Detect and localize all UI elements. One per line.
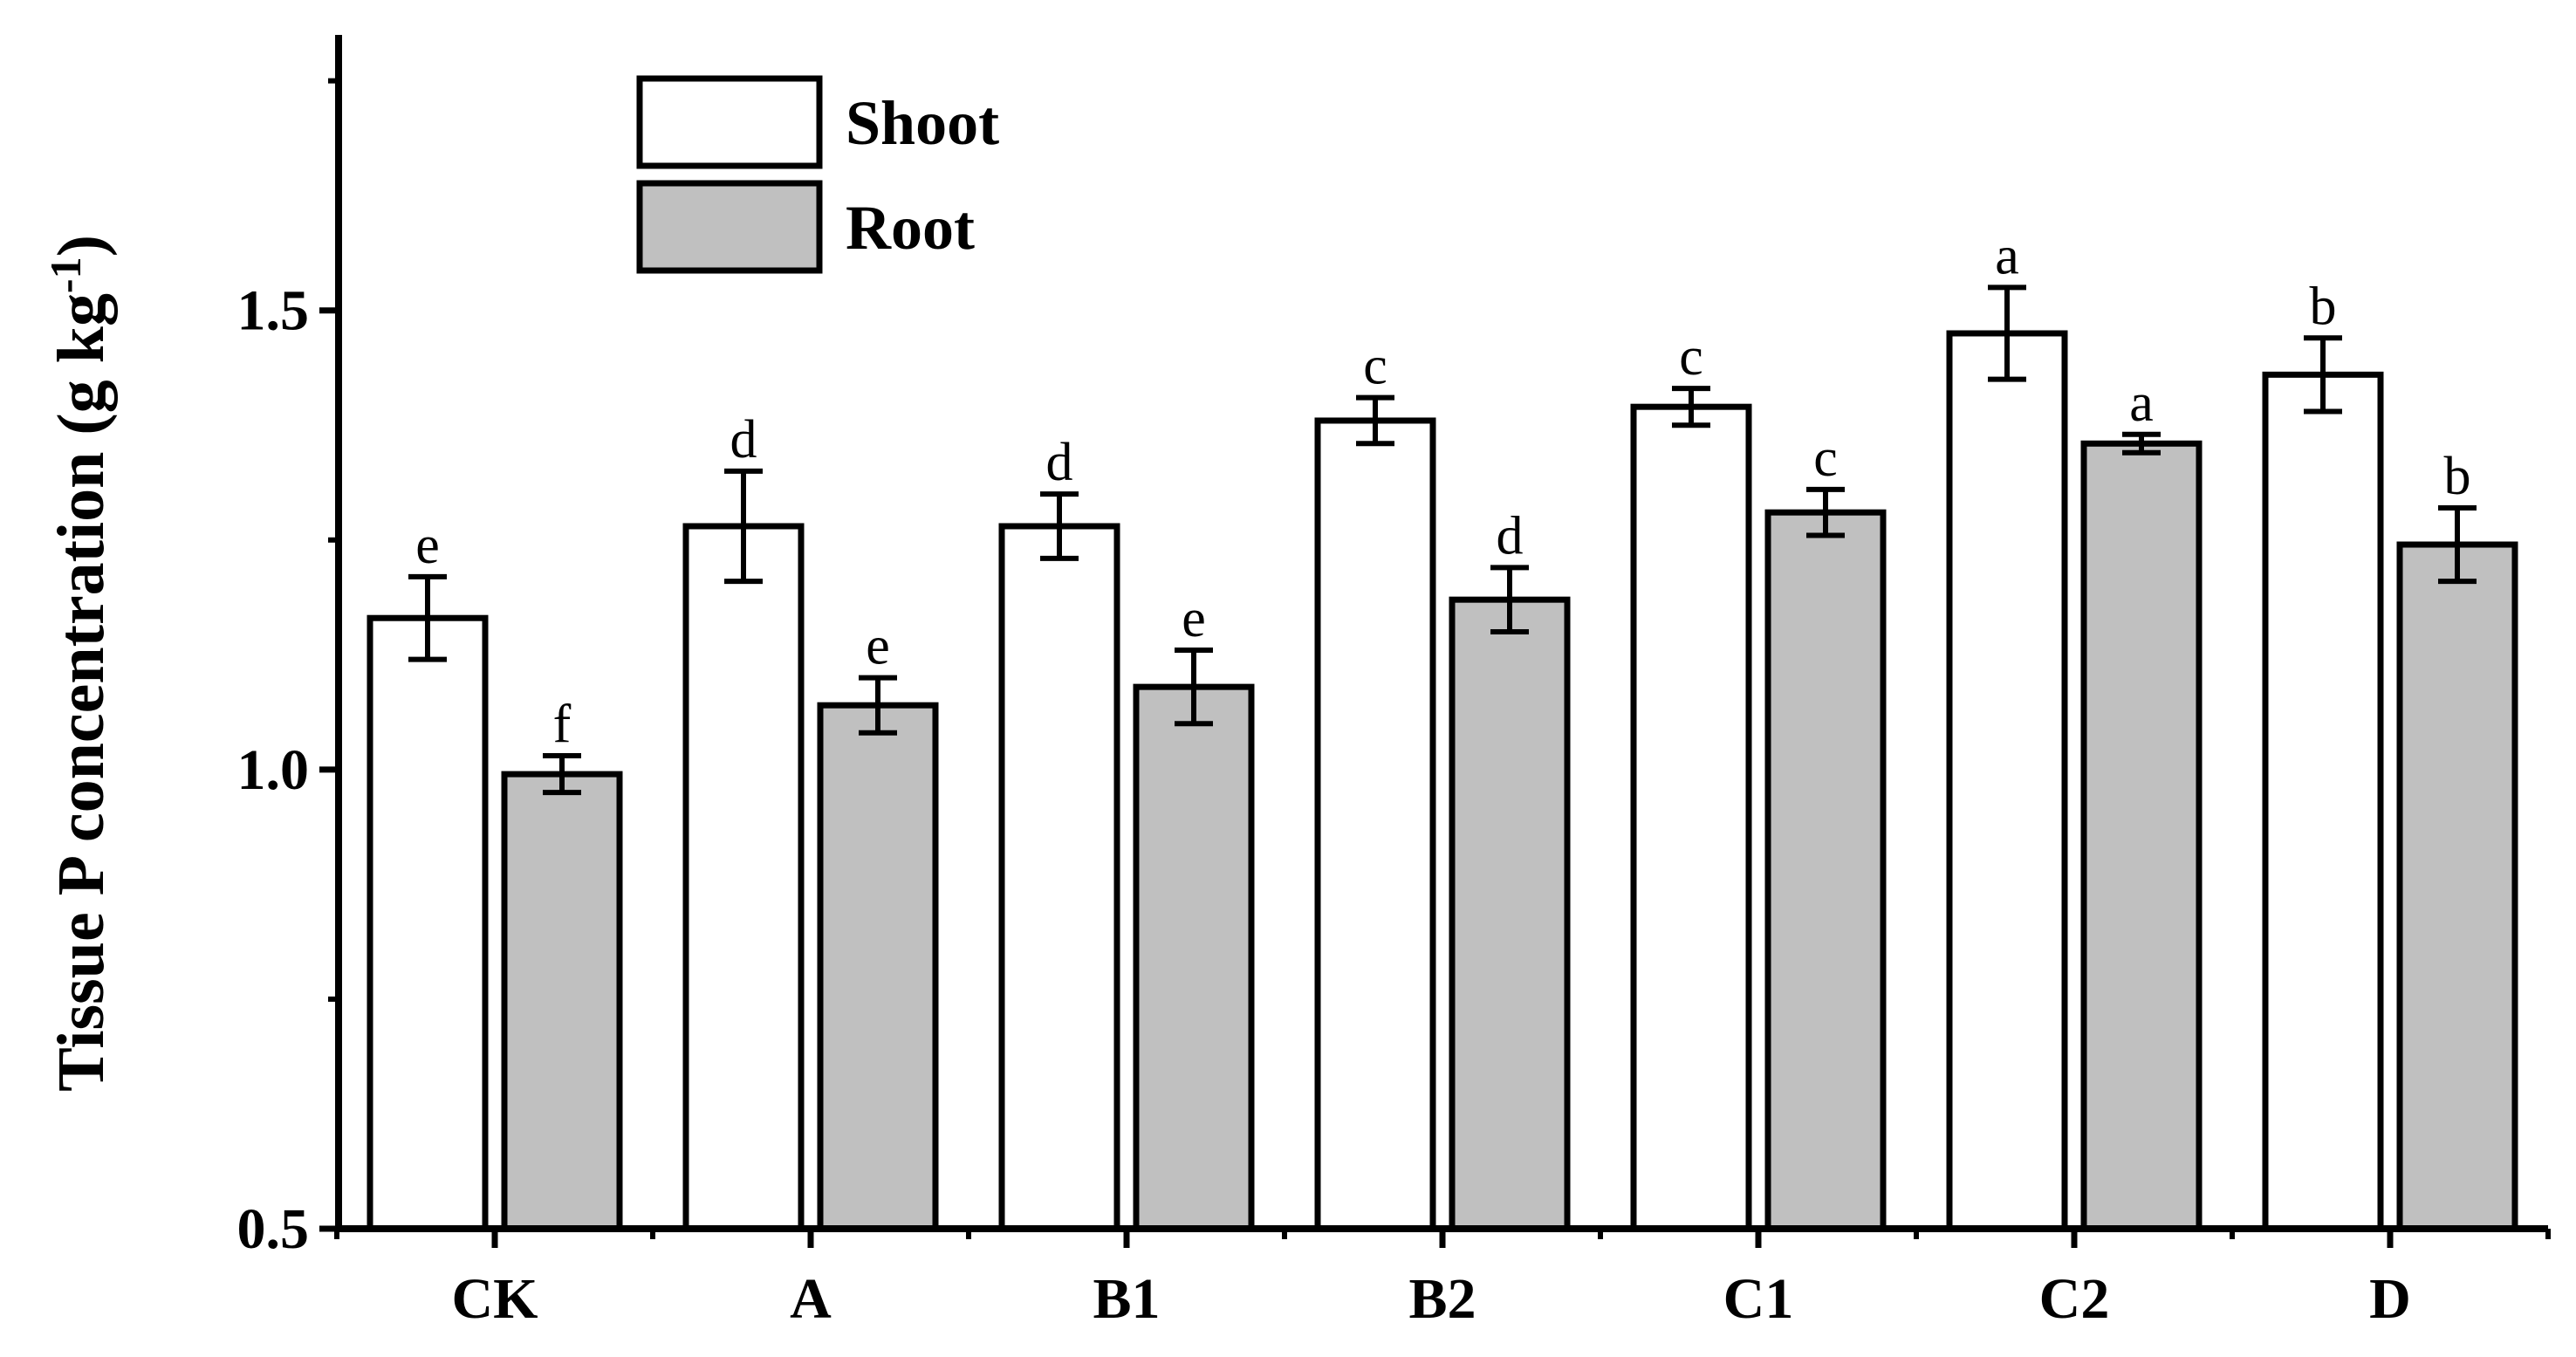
y-tick-label: 1.5 (237, 279, 310, 343)
bar-root-c1 (1764, 509, 1887, 1232)
bar-root-b1 (1133, 683, 1255, 1232)
bars-layer (367, 330, 2518, 1232)
x-tick-label-c1: C1 (1723, 1267, 1794, 1331)
significance-labels-layer: e f d e d e c d c c a a b b (415, 226, 2470, 754)
axes: 0.5 1.0 1.5 CK A B1 B2 C1 C2 D (237, 35, 2551, 1331)
legend-label-shoot: Shoot (846, 88, 999, 158)
legend-swatch-shoot (636, 75, 823, 169)
bar-shoot-a (682, 523, 805, 1232)
bar-shoot-c2 (1946, 330, 2068, 1232)
y-axis-title: Tissue P concentration (g kg-1) (41, 235, 118, 1092)
legend-label-root: Root (846, 193, 975, 263)
significance-label-root-d: b (2444, 447, 2471, 506)
x-tick-label-b1: B1 (1093, 1267, 1160, 1331)
significance-label-root-b2: d (1497, 506, 1524, 565)
x-ticks: CK A B1 B2 C1 C2 D (334, 1229, 2551, 1331)
y-ticks: 0.5 1.0 1.5 (237, 78, 339, 1261)
bar-shoot-b2 (1314, 417, 1436, 1232)
legend-swatch-root (636, 180, 823, 274)
bar-root-a (817, 702, 939, 1232)
bar-root-d (2396, 541, 2518, 1232)
legend: Shoot Root (636, 75, 999, 274)
significance-label-shoot-a: d (730, 410, 757, 469)
significance-label-root-c1: c (1813, 428, 1838, 488)
y-axis-title-superscript: -1 (41, 257, 90, 293)
x-tick-label-c2: C2 (2039, 1267, 2110, 1331)
y-axis-title-main: Tissue P concentration (g kg (45, 293, 118, 1092)
significance-label-shoot-c1: c (1679, 327, 1703, 387)
significance-label-shoot-ck: e (415, 516, 440, 575)
significance-label-root-b1: e (1182, 589, 1206, 648)
error-bars-layer (408, 284, 2477, 796)
bar-shoot-ck (367, 614, 489, 1232)
significance-label-shoot-d: b (2310, 277, 2337, 336)
bar-root-ck (501, 771, 623, 1232)
x-tick-label-b2: B2 (1408, 1267, 1476, 1331)
x-tick-label-ck: CK (452, 1267, 538, 1331)
x-tick-label-d: D (2369, 1267, 2411, 1331)
significance-label-shoot-b1: d (1046, 433, 1073, 492)
bar-shoot-d (2262, 371, 2384, 1232)
bar-shoot-c1 (1630, 403, 1752, 1232)
x-tick-label-a: A (790, 1267, 832, 1331)
significance-label-root-a: e (866, 617, 890, 676)
significance-label-shoot-c2: a (1995, 226, 2019, 285)
significance-label-root-c2: a (2129, 374, 2154, 433)
significance-label-shoot-b2: c (1363, 337, 1387, 396)
y-tick-label: 1.0 (237, 738, 310, 802)
bar-shoot-b1 (998, 523, 1120, 1232)
significance-label-root-ck: f (553, 695, 572, 754)
bar-root-b2 (1449, 596, 1571, 1232)
y-axis-title-close: ) (45, 235, 118, 257)
bar-root-c2 (2080, 440, 2203, 1232)
y-tick-label: 0.5 (237, 1197, 310, 1261)
